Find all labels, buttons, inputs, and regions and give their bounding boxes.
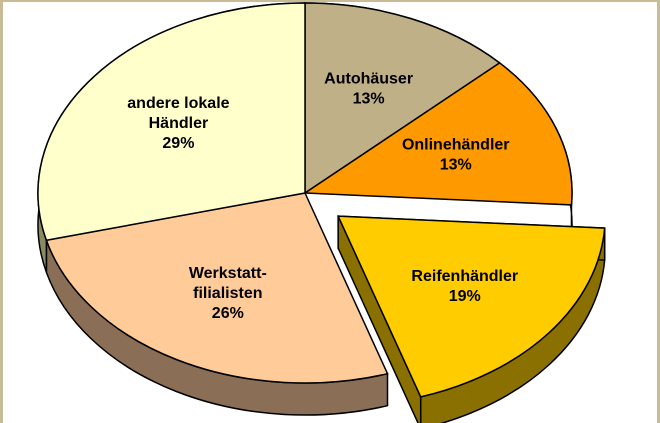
pie-slice-4	[37, 2, 306, 242]
pie-slice-label-4: andere lokale Händler 29%	[127, 95, 229, 152]
pie-slice-1	[302, 62, 573, 206]
pie-slice-2	[336, 215, 606, 398]
pie-slice-3	[45, 192, 389, 384]
pie-slice-label-1: Onlinehändler 13%	[402, 136, 510, 173]
pie-slice-0	[304, 2, 501, 195]
pie-slice-label-2: Reifenhändler 19%	[411, 268, 518, 305]
pie-slice-label-0: Autohäuser 13%	[324, 70, 413, 107]
pie-slice-label-3: Werkstatt-filialisten 26%	[189, 265, 267, 322]
